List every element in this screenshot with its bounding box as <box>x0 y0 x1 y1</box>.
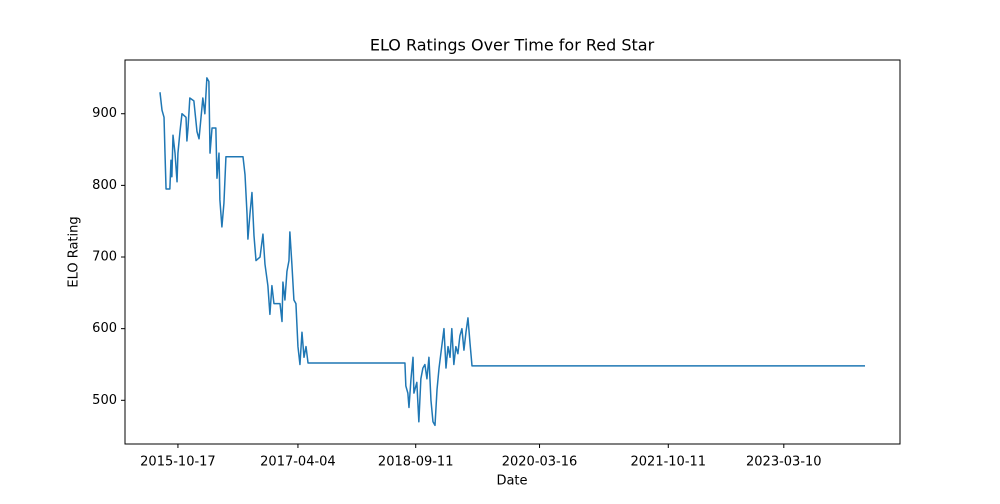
x-tick-label: 2017-04-04 <box>260 455 336 470</box>
y-tick-label: 800 <box>92 178 117 193</box>
plot-frame <box>124 59 901 445</box>
x-axis-label: Date <box>496 474 527 489</box>
y-tick-label: 600 <box>92 321 117 336</box>
line-series <box>159 77 866 427</box>
x-tick-label: 2021-10-11 <box>631 455 707 470</box>
x-tick-label: 2023-03-10 <box>746 455 822 470</box>
x-tick-label: 2015-10-17 <box>140 455 216 470</box>
y-tick-label: 700 <box>92 250 117 265</box>
x-tick-label: 2020-03-16 <box>502 455 578 470</box>
y-tick-label: 500 <box>92 393 117 408</box>
y-axis-label: ELO Rating <box>67 216 82 287</box>
y-tick-label: 900 <box>92 106 117 121</box>
x-tick-label: 2018-09-11 <box>378 455 454 470</box>
chart-title: ELO Ratings Over Time for Red Star <box>370 36 655 55</box>
